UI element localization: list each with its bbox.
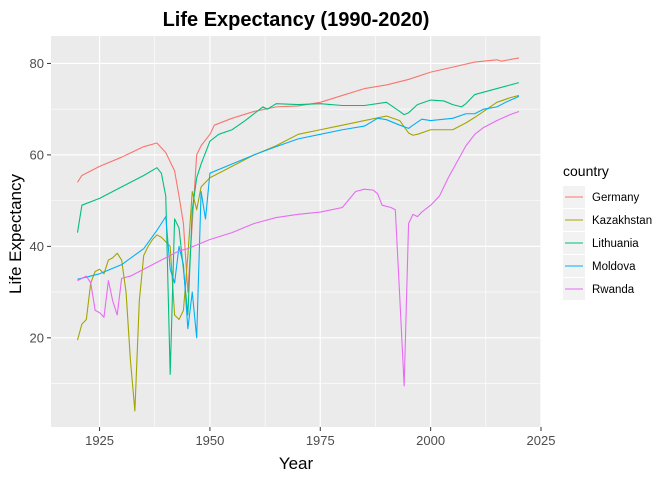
series-line-kazakhstan xyxy=(76,94,520,412)
legend: Germany Kazakhstan Lithuania Moldova Rwanda xyxy=(563,186,652,300)
legend-label-kazakhstan: Kazakhstan xyxy=(592,215,652,227)
legend-label-lithuania: Lithuania xyxy=(592,238,639,250)
major-gridlines xyxy=(51,36,542,427)
x-tick-label: 1925 xyxy=(85,433,114,448)
y-axis-title: Life Expectancy xyxy=(6,173,25,294)
chart-title: Life Expectancy (1990-2020) xyxy=(163,9,430,31)
series-line-moldova xyxy=(77,95,520,339)
legend-title: country xyxy=(563,163,609,179)
x-tick-label: 2025 xyxy=(527,433,556,448)
y-axis: 20 40 60 80 xyxy=(30,56,51,345)
legend-label-rwanda: Rwanda xyxy=(592,284,635,296)
x-tick-label: 2000 xyxy=(416,433,445,448)
x-tick-label: 1950 xyxy=(195,433,224,448)
series-line-germany xyxy=(77,57,520,293)
y-tick-label: 20 xyxy=(30,330,44,345)
y-tick-label: 80 xyxy=(30,56,44,71)
x-axis: 1925 1950 1975 2000 2025 xyxy=(85,427,555,448)
legend-label-moldova: Moldova xyxy=(592,261,636,273)
series-lines xyxy=(76,57,520,412)
y-tick-label: 60 xyxy=(30,147,44,162)
legend-label-germany: Germany xyxy=(592,192,640,204)
plot-panel xyxy=(51,36,541,427)
series-line-lithuania xyxy=(76,82,520,375)
y-tick-label: 40 xyxy=(30,239,44,254)
x-tick-label: 1975 xyxy=(306,433,335,448)
x-axis-title: Year xyxy=(279,454,314,473)
series-line-rwanda xyxy=(77,110,520,387)
